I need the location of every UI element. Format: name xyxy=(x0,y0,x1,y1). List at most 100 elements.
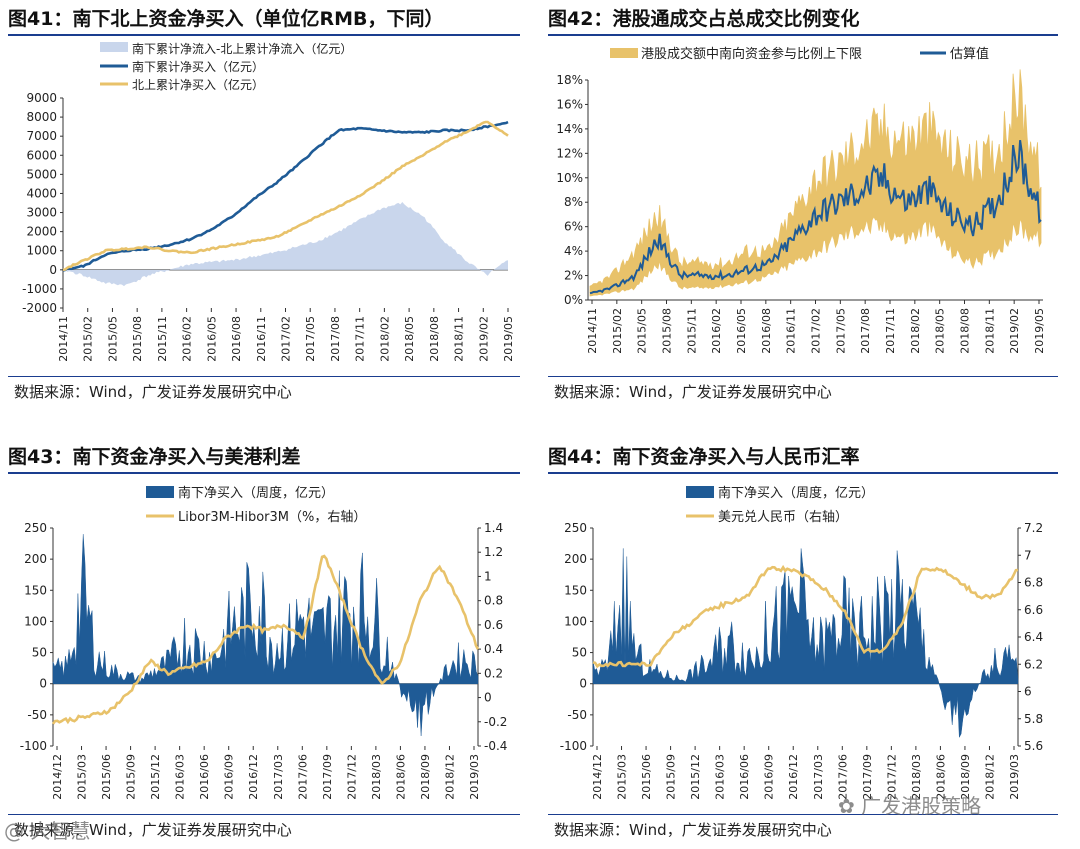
x-tick-label: 2018/03 xyxy=(370,754,383,800)
series-line-estimate xyxy=(589,140,1042,295)
x-tick-label: 2015/05 xyxy=(106,316,119,362)
x-tick-label: 2015/06 xyxy=(640,754,653,800)
legend-label: Libor3M-Hibor3M（%，右轴） xyxy=(178,510,366,525)
fig42-title: 图42：港股通成交占总成交比例变化 xyxy=(548,8,860,30)
x-tick-label: 2018/12 xyxy=(983,754,996,800)
x-tick-label: 2017/05 xyxy=(834,308,847,354)
x-tick-label: 2018/08 xyxy=(959,308,972,354)
y-tick-label: 4000 xyxy=(26,186,57,200)
y-tick-label: 200 xyxy=(24,552,47,566)
x-tick-label: 2019/02 xyxy=(477,316,490,362)
x-tick-label: 2017/06 xyxy=(836,754,849,800)
x-tick-label: 2017/11 xyxy=(354,316,367,362)
x-tick-label: 2014/12 xyxy=(51,754,64,800)
x-tick-label: 2017/12 xyxy=(345,754,358,800)
y-tick-label: 14% xyxy=(556,122,583,136)
y2-tick-label: 6.4 xyxy=(1024,630,1043,644)
y-tick-label: 0 xyxy=(39,677,47,691)
x-tick-label: 2018/06 xyxy=(394,754,407,800)
x-tick-label: 2017/12 xyxy=(885,754,898,800)
x-tick-label: 2016/06 xyxy=(198,754,211,800)
x-tick-label: 2016/08 xyxy=(760,308,773,354)
x-tick-label: 2018/02 xyxy=(909,308,922,354)
series-area-southbound-weekly xyxy=(592,548,1019,739)
y-tick-label: 0 xyxy=(49,263,57,277)
fig43-chart: 南下净买入（周度，亿元） Libor3M-Hibor3M（%，右轴） 250 200 1… xyxy=(20,485,508,800)
y-tick-label: 200 xyxy=(564,552,587,566)
x-tick-label: 2018/11 xyxy=(453,316,466,362)
x-tick-label: 2018/08 xyxy=(428,316,441,362)
y-tick-label: 8% xyxy=(564,195,583,209)
y-tick-label: 8000 xyxy=(26,110,57,124)
x-tick-label: 2016/08 xyxy=(230,316,243,362)
legend-label: 港股成交额中南向资金参与比例上下限 xyxy=(641,46,862,62)
x-tick-label: 2017/02 xyxy=(280,316,293,362)
panel-fig44: 图44：南下资金净买入与人民币汇率 南下净买入（周度，亿元） 美元兑人民币（右轴）… xyxy=(548,442,1068,847)
y2-tick-label: 6.2 xyxy=(1024,657,1043,671)
legend-label: 美元兑人民币（右轴） xyxy=(718,510,848,525)
x-tick-label: 2016/05 xyxy=(205,316,218,362)
x-tick-label: 2018/05 xyxy=(934,308,947,354)
x-tick-label: 2016/03 xyxy=(174,754,187,800)
x-tick-label: 2017/08 xyxy=(859,308,872,354)
legend-swatch xyxy=(100,42,128,52)
y2-tick-label: 6 xyxy=(1024,685,1032,699)
x-tick-label: 2018/12 xyxy=(443,754,456,800)
watermark-text: 广发港股策略 xyxy=(861,794,982,818)
y-tick-label: 250 xyxy=(24,521,47,535)
x-tick-label: 2016/02 xyxy=(181,316,194,362)
x-tick-label: 2018/03 xyxy=(910,754,923,800)
legend-label: 南下净买入（周度，亿元） xyxy=(178,485,334,501)
x-tick-label: 2019/05 xyxy=(1033,308,1046,354)
y-tick-label: 18% xyxy=(556,73,583,87)
y-tick-label: -100 xyxy=(20,739,47,753)
y2-tick-label: 0.2 xyxy=(484,666,503,680)
y-tick-label: -2000 xyxy=(22,301,57,315)
y2-tick-label: 5.8 xyxy=(1024,712,1043,726)
legend-swatch xyxy=(686,486,714,498)
wechat-icon: ✿ xyxy=(838,794,855,818)
x-tick-label: 2016/12 xyxy=(247,754,260,800)
x-tick-label: 2015/11 xyxy=(685,308,698,354)
y-tick-label: 10% xyxy=(556,171,583,185)
x-tick-label: 2014/11 xyxy=(57,316,70,362)
x-tick-label: 2015/08 xyxy=(661,308,674,354)
y-tick-label: 16% xyxy=(556,97,583,111)
y2-tick-label: 0.8 xyxy=(484,594,503,608)
y-tick-label: 150 xyxy=(564,583,587,597)
fig42-title-rule xyxy=(548,34,1058,36)
y-tick-label: 3000 xyxy=(26,206,57,220)
x-tick-label: 2016/12 xyxy=(787,754,800,800)
y2-tick-label: 0 xyxy=(484,691,492,705)
x-tick-label: 2016/09 xyxy=(223,754,236,800)
y-tick-label: 150 xyxy=(24,583,47,597)
fig41-title: 图41：南下北上资金净买入（单位亿RMB，下同） xyxy=(8,8,444,30)
y2-tick-label: 1.2 xyxy=(484,545,503,559)
y-tick-label: 0% xyxy=(564,293,583,307)
legend-label: 南下净买入（周度，亿元） xyxy=(718,485,874,501)
y2-tick-label: 0.6 xyxy=(484,618,503,632)
x-tick-label: 2015/03 xyxy=(616,754,629,800)
x-tick-label: 2017/03 xyxy=(812,754,825,800)
series-line-right-axis xyxy=(51,554,480,725)
x-tick-label: 2015/12 xyxy=(149,754,162,800)
x-tick-label: 2018/09 xyxy=(419,754,432,800)
legend-label: 估算值 xyxy=(950,46,989,62)
fig42-source: 数据来源：Wind，广发证券发展研究中心 xyxy=(554,383,832,401)
panel-fig43: 图43：南下资金净买入与美港利差 南下净买入（周度，亿元） Libor3M-Hib… xyxy=(8,442,528,847)
x-tick-label: 2018/06 xyxy=(934,754,947,800)
x-tick-label: 2017/03 xyxy=(272,754,285,800)
x-tick-label: 2014/12 xyxy=(591,754,604,800)
x-tick-label: 2016/03 xyxy=(714,754,727,800)
x-tick-label: 2015/09 xyxy=(665,754,678,800)
y2-tick-label: 7.2 xyxy=(1024,521,1043,535)
x-tick-label: 2019/03 xyxy=(1008,754,1021,800)
y-tick-label: 6% xyxy=(564,220,583,234)
y2-tick-label: 7 xyxy=(1024,548,1032,562)
x-tick-label: 2017/06 xyxy=(296,754,309,800)
x-tick-label: 2014/11 xyxy=(586,308,599,354)
y2-tick-label: 6.6 xyxy=(1024,603,1043,617)
x-tick-label: 2018/09 xyxy=(959,754,972,800)
x-tick-label: 2019/03 xyxy=(468,754,481,800)
x-tick-label: 2017/09 xyxy=(321,754,334,800)
